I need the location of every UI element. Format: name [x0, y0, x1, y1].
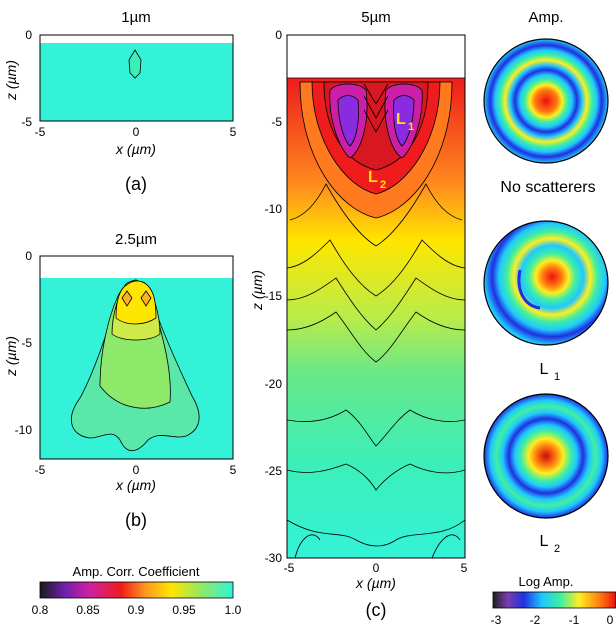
panel-c-center-chevrons [363, 83, 389, 133]
panel-b-frame [39, 255, 234, 460]
panel-a-title: 1µm [121, 9, 150, 26]
amp-title: Amp. [528, 9, 563, 26]
panel-c-contour-line [287, 239, 465, 297]
panel-b-x-tick-0: -5 [35, 463, 46, 477]
panel-a-x-tick-1: 0 [133, 125, 140, 139]
panel-c-bottom-contours [294, 534, 461, 558]
panel-c-marker-l2-sub: 2 [380, 179, 386, 191]
colorbar-corr-tick-0: 0.8 [32, 603, 49, 617]
panel-c-lobe-left-core [337, 95, 359, 147]
panel-a-plot [40, 35, 233, 121]
panel-b-contour-5b [140, 290, 152, 307]
panel-c-z-tick-3: -15 [265, 289, 283, 303]
panel-c-x-tick-0: -5 [284, 561, 295, 575]
panel-c-lobe-right-core [393, 95, 415, 147]
panel-c: 5µm L 1 L [249, 9, 468, 620]
panel-c-z-tick-6: -30 [265, 551, 283, 565]
panel-b: 2.5µm 0 -5 -10 -5 0 5 x (µm) z (µm) (b) [3, 231, 237, 530]
panel-b-contour-5a [121, 290, 133, 307]
amp-column: Amp. No scatterers L 1 L 2 [483, 9, 609, 555]
panel-a-z-tick-0: 0 [25, 28, 32, 42]
panel-b-x-tick-2: 5 [230, 463, 237, 477]
panel-a-z-tick-1: -5 [21, 115, 32, 129]
panel-c-z-tick-0: 0 [275, 28, 282, 42]
panel-c-contour-line [287, 311, 465, 363]
panel-c-z-tick-1: -5 [271, 115, 282, 129]
colorbar-log-tick-1: -2 [530, 613, 541, 627]
colorbar-corr-tick-4: 1.0 [225, 603, 242, 617]
panel-b-x-tick-1: 0 [133, 463, 140, 477]
colorbar-corr-tick-1: 0.85 [76, 603, 100, 617]
amp-disc-l2 [483, 393, 609, 519]
amp-disc-l1-arc [517, 269, 541, 310]
panel-c-contour-line [287, 277, 465, 331]
panel-c-title: 5µm [361, 9, 390, 26]
panel-b-caption: (b) [125, 510, 147, 530]
panel-b-z-tick-0: 0 [25, 249, 32, 263]
panel-c-contour-line [287, 463, 465, 491]
panel-c-frame [286, 34, 466, 559]
panel-b-title: 2.5µm [115, 231, 157, 248]
panel-a-x-tick-0: -5 [35, 125, 46, 139]
panel-b-z-label: z (µm) [3, 336, 19, 377]
panel-c-contour-line [287, 409, 465, 447]
panel-c-z-tick-4: -20 [265, 377, 283, 391]
amp-label-l1-sub: 1 [554, 371, 560, 383]
colorbar-log-bar [492, 591, 616, 609]
panel-a-x-label: x (µm) [115, 141, 156, 157]
panel-c-marker-l2: L [368, 169, 378, 186]
panel-c-contour-line [289, 183, 463, 247]
panel-c-plot [287, 35, 465, 558]
colorbar-corr-tick-2: 0.9 [128, 603, 145, 617]
colorbar-corr-title: Amp. Corr. Coefficient [73, 564, 200, 579]
panel-c-z-tick-5: -25 [265, 464, 283, 478]
panel-b-plot [40, 256, 233, 459]
panel-b-z-tick-2: -10 [15, 423, 33, 437]
colorbar-log-title: Log Amp. [519, 574, 574, 589]
panel-c-z-label: z (µm) [249, 270, 265, 311]
colorbar-corr-bar [39, 581, 234, 599]
panel-a-frame [39, 34, 234, 122]
colorbar-corr-tick-3: 0.95 [172, 603, 196, 617]
colorbar-corr: Amp. Corr. Coefficient 0.8 0.85 0.9 0.95… [32, 564, 242, 617]
panel-a-x-tick-2: 5 [230, 125, 237, 139]
panel-c-x-tick-1: 0 [373, 561, 380, 575]
panel-a-z-label: z (µm) [3, 60, 19, 101]
panel-c-x-tick-2: 5 [461, 561, 468, 575]
amp-disc-l1 [483, 220, 609, 346]
panel-c-x-label: x (µm) [355, 575, 396, 591]
colorbar-log-tick-3: 0 [607, 613, 614, 627]
amp-label-l1-main: L [540, 361, 549, 378]
panel-c-contour-line [287, 519, 465, 547]
amp-disc-no-scatterers [483, 38, 609, 164]
panel-c-caption: (c) [366, 600, 387, 620]
colorbar-log: Log Amp. -3 -2 -1 0 [491, 574, 616, 627]
amp-label-no-scatterers: No scatterers [500, 179, 595, 196]
panel-a: 1µm 0 -5 -5 0 5 x (µm) z (µm) (a) [3, 9, 237, 194]
colorbar-log-tick-0: -3 [491, 613, 502, 627]
panel-c-marker-l1: L [396, 111, 406, 128]
panel-a-caption: (a) [125, 174, 147, 194]
panel-b-x-label: x (µm) [115, 477, 156, 493]
panel-a-contour [128, 49, 142, 79]
panel-b-z-tick-1: -5 [21, 336, 32, 350]
panel-c-top-blank [287, 35, 465, 78]
panel-c-z-tick-2: -10 [265, 202, 283, 216]
amp-label-l2-sub: 2 [554, 543, 560, 555]
panel-c-marker-l1-sub: 1 [408, 121, 414, 133]
colorbar-log-tick-2: -1 [569, 613, 580, 627]
amp-label-l2-main: L [540, 533, 549, 550]
